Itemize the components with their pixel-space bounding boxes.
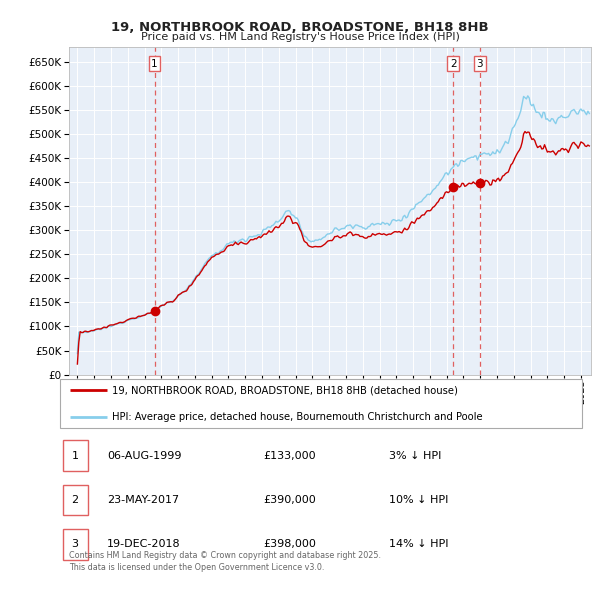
Text: £398,000: £398,000	[263, 539, 316, 549]
Text: 1: 1	[151, 58, 158, 68]
Text: 14% ↓ HPI: 14% ↓ HPI	[389, 539, 448, 549]
Text: 3: 3	[476, 58, 483, 68]
Text: 2: 2	[450, 58, 457, 68]
Text: 19, NORTHBROOK ROAD, BROADSTONE, BH18 8HB (detached house): 19, NORTHBROOK ROAD, BROADSTONE, BH18 8H…	[112, 385, 458, 395]
FancyBboxPatch shape	[60, 379, 582, 428]
Text: 23-MAY-2017: 23-MAY-2017	[107, 495, 179, 505]
Text: 2: 2	[71, 495, 79, 505]
Text: 19, NORTHBROOK ROAD, BROADSTONE, BH18 8HB: 19, NORTHBROOK ROAD, BROADSTONE, BH18 8H…	[111, 21, 489, 34]
Text: Contains HM Land Registry data © Crown copyright and database right 2025.
This d: Contains HM Land Registry data © Crown c…	[69, 552, 381, 572]
FancyBboxPatch shape	[62, 485, 88, 516]
FancyBboxPatch shape	[62, 529, 88, 559]
Text: 3: 3	[71, 539, 79, 549]
FancyBboxPatch shape	[62, 440, 88, 471]
Text: HPI: Average price, detached house, Bournemouth Christchurch and Poole: HPI: Average price, detached house, Bour…	[112, 412, 483, 422]
Text: 19-DEC-2018: 19-DEC-2018	[107, 539, 181, 549]
Text: Price paid vs. HM Land Registry's House Price Index (HPI): Price paid vs. HM Land Registry's House …	[140, 32, 460, 42]
Text: 3% ↓ HPI: 3% ↓ HPI	[389, 451, 441, 461]
Text: 10% ↓ HPI: 10% ↓ HPI	[389, 495, 448, 505]
Text: £390,000: £390,000	[263, 495, 316, 505]
Text: £133,000: £133,000	[263, 451, 316, 461]
Text: 06-AUG-1999: 06-AUG-1999	[107, 451, 181, 461]
Text: 1: 1	[71, 451, 79, 461]
